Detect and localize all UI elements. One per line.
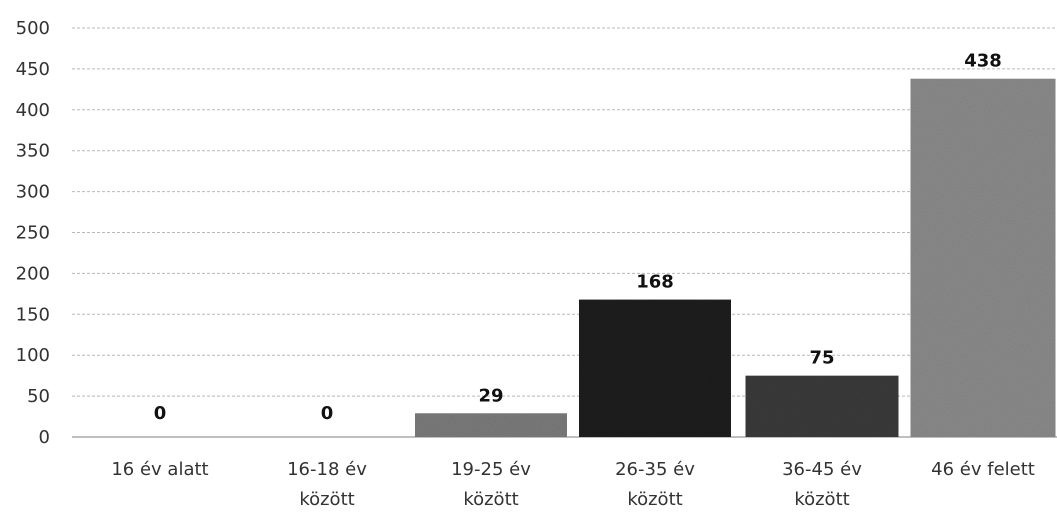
bar-2 — [415, 413, 567, 437]
y-tick-label: 50 — [27, 386, 50, 407]
x-category-label: között — [463, 489, 518, 510]
y-tick-label: 100 — [16, 345, 50, 366]
y-tick-label: 400 — [16, 100, 50, 121]
x-category-label: 19-25 év — [451, 459, 531, 480]
x-category-label: 26-35 év — [615, 459, 695, 480]
bar-4 — [745, 375, 899, 437]
data-label-3: 168 — [636, 272, 674, 293]
x-category-label: 36-45 év — [782, 459, 862, 480]
x-category-label: 16 év alatt — [111, 459, 208, 480]
y-tick-label: 350 — [16, 141, 50, 162]
bars — [415, 78, 1056, 437]
data-label-4: 75 — [809, 348, 834, 369]
data-labels: 0 0 29 168 75 438 — [154, 51, 1002, 424]
data-label-2: 29 — [478, 385, 503, 406]
y-tick-label: 500 — [16, 18, 50, 39]
x-category-label: között — [794, 489, 849, 510]
y-tick-label: 200 — [16, 263, 50, 284]
y-tick-label: 300 — [16, 182, 50, 203]
x-category-label: között — [299, 489, 354, 510]
data-label-1: 0 — [321, 403, 334, 424]
y-axis-ticks: 0 50 100 150 200 250 300 350 400 450 500 — [16, 18, 50, 448]
bar-5 — [910, 78, 1056, 437]
x-category-label: 46 év felett — [931, 459, 1035, 480]
gridlines — [72, 27, 1057, 438]
data-label-0: 0 — [154, 403, 167, 424]
y-tick-label: 250 — [16, 223, 50, 244]
data-label-5: 438 — [964, 51, 1002, 72]
bar-3 — [579, 299, 731, 437]
x-axis-categories: 16 év alatt 16-18 év között 19-25 év között 2… — [111, 459, 1034, 510]
x-category-label: 16-18 év — [287, 459, 367, 480]
y-tick-label: 150 — [16, 304, 50, 325]
y-tick-label: 450 — [16, 59, 50, 80]
x-category-label: között — [627, 489, 682, 510]
y-tick-label: 0 — [39, 427, 50, 448]
